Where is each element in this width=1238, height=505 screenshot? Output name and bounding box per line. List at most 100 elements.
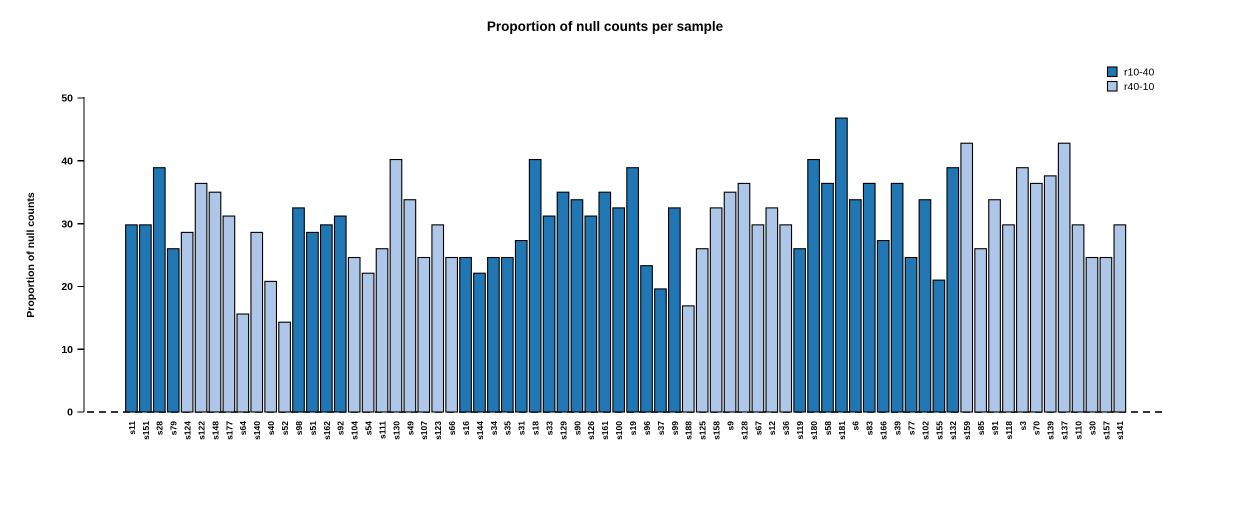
legend-label: r40-10	[1124, 81, 1155, 93]
bar	[821, 182, 834, 413]
x-tick-label: s31	[517, 421, 527, 435]
bar	[139, 224, 152, 413]
bar	[751, 224, 765, 413]
bar	[556, 191, 570, 413]
bar	[960, 142, 974, 413]
bar	[208, 191, 222, 413]
y-axis-title: Proportion of null counts	[25, 192, 37, 318]
x-tick-label: s118	[1004, 421, 1014, 440]
bar	[946, 167, 960, 413]
x-tick-label: s132	[948, 421, 958, 440]
bar	[779, 224, 793, 413]
x-tick-label: s19	[628, 421, 638, 435]
x-tick-label: s104	[350, 421, 360, 440]
x-tick-label: s67	[753, 421, 763, 435]
x-tick-label: s129	[558, 421, 568, 440]
x-tick-label: s40	[266, 421, 276, 435]
bar	[1085, 256, 1099, 413]
bar	[459, 256, 472, 413]
bar	[445, 256, 458, 413]
bar	[333, 215, 347, 413]
x-tick-label: s139	[1046, 421, 1056, 440]
x-tick-label: s140	[252, 421, 262, 440]
bar	[904, 256, 918, 413]
bar	[640, 265, 653, 413]
bar	[403, 199, 417, 413]
x-tick-label: s181	[837, 421, 847, 440]
x-tick-label: s35	[503, 421, 513, 435]
bar	[1071, 224, 1085, 413]
x-tick-label: s33	[544, 421, 554, 435]
x-tick-label: s123	[433, 421, 443, 440]
bar	[584, 215, 598, 413]
bar	[250, 231, 264, 413]
x-tick-label: s102	[920, 421, 930, 440]
legend-label: r10-40	[1124, 67, 1155, 79]
x-tick-label: s158	[712, 421, 722, 440]
bar	[431, 224, 445, 413]
x-tick-label: s96	[642, 421, 652, 435]
bar	[514, 240, 528, 413]
bar	[612, 207, 626, 413]
x-tick-label: s12	[767, 421, 777, 435]
x-tick-label: s85	[976, 421, 986, 435]
x-tick-label: s157	[1101, 421, 1111, 440]
x-tick-label: s122	[196, 421, 206, 440]
legend: r10-40 r40-10	[1106, 66, 1155, 93]
bar	[236, 313, 250, 413]
bar	[278, 321, 291, 413]
bar	[668, 207, 681, 413]
x-tick-label: s49	[405, 421, 415, 435]
x-tick-label: s107	[419, 421, 429, 440]
bar	[890, 182, 904, 413]
x-tick-label: s9	[725, 421, 735, 431]
bar	[292, 207, 305, 413]
x-tick-label: s36	[781, 421, 791, 435]
x-tick-label: s66	[447, 421, 457, 435]
y-tick-label: 30	[61, 218, 73, 230]
y-tick-label: 50	[61, 93, 73, 105]
bar	[709, 207, 723, 413]
x-tick-label: s58	[823, 421, 833, 435]
bar	[473, 272, 486, 413]
x-tick-label: s54	[364, 421, 374, 435]
x-tick-label: s155	[934, 421, 944, 440]
x-tick-label: s30	[1087, 421, 1097, 435]
bar	[1099, 256, 1113, 413]
bar	[487, 256, 500, 413]
bar	[848, 199, 862, 413]
x-tick-label: s3	[1018, 421, 1028, 431]
bar	[222, 215, 236, 413]
bar	[681, 305, 695, 413]
bar	[793, 248, 807, 413]
x-tick-label: s6	[851, 421, 861, 431]
x-tick-label: s64	[238, 421, 248, 435]
bar	[264, 280, 278, 413]
x-tick-label: s37	[656, 421, 666, 435]
x-tick-label: s119	[795, 421, 805, 440]
bar	[361, 272, 375, 413]
bars-group	[125, 117, 1127, 413]
x-tick-label: s110	[1073, 421, 1083, 440]
bar	[125, 224, 138, 413]
x-tick-label: s159	[962, 421, 972, 440]
x-tick-label: s128	[739, 421, 749, 440]
y-tick-label: 0	[67, 407, 73, 419]
x-tick-label: s126	[586, 421, 596, 440]
x-tick-label: s124	[183, 421, 193, 440]
x-tick-label: s125	[698, 421, 708, 440]
bar	[500, 256, 514, 413]
bar	[306, 231, 319, 413]
bar	[1043, 175, 1057, 413]
x-tick-label: s83	[865, 421, 875, 435]
bar	[347, 256, 361, 413]
x-tick-label: s92	[336, 421, 346, 435]
x-tick-label: s11	[127, 421, 137, 435]
x-tick-label: s70	[1032, 421, 1042, 435]
x-tick-label: s77	[906, 421, 916, 435]
x-tick-label: s161	[600, 421, 610, 440]
bar	[152, 167, 166, 413]
x-tick-label: s16	[461, 421, 471, 435]
x-tick-label: s130	[391, 421, 401, 440]
